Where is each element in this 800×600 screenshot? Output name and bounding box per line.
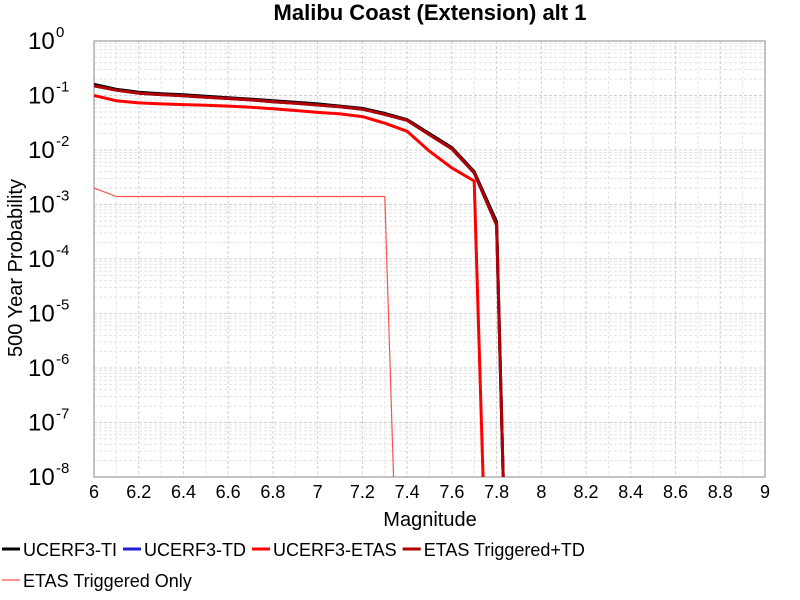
- chart-title: Malibu Coast (Extension) alt 1: [274, 0, 587, 25]
- y-tick-label: 10 -8: [28, 460, 69, 491]
- x-tick-label: 7.8: [484, 482, 509, 502]
- x-tick-label: 7: [313, 482, 323, 502]
- x-tick-label: 7.2: [350, 482, 375, 502]
- y-tick-base: 10: [28, 355, 55, 382]
- y-tick-exponent: -3: [56, 188, 69, 205]
- y-tick-label: 10 -3: [28, 188, 69, 219]
- y-tick-base: 10: [28, 137, 55, 164]
- x-tick-label: 6.4: [171, 482, 196, 502]
- legend-item: ETAS Triggered Only: [2, 571, 192, 591]
- legend-label: ETAS Triggered Only: [23, 571, 192, 591]
- y-tick-base: 10: [28, 83, 55, 110]
- y-tick-exponent: -4: [56, 242, 69, 259]
- series-line-etas-triggered-td: [94, 84, 505, 477]
- series-line-ucerf3-etas: [94, 94, 485, 477]
- legend: UCERF3-TI UCERF3-TD UCERF3-ETAS ETAS Trigge…: [2, 540, 585, 591]
- x-tick-label: 8.2: [574, 482, 599, 502]
- y-tick-base: 10: [28, 246, 55, 273]
- y-tick-label: 10 -4: [28, 242, 69, 273]
- y-axis-label: 500 Year Probability: [5, 179, 27, 357]
- x-tick-label: 7.6: [439, 482, 464, 502]
- legend-item: ETAS Triggered+TD: [402, 540, 585, 560]
- x-tick-label: 6: [89, 482, 99, 502]
- x-axis-label: Magnitude: [383, 509, 476, 531]
- y-tick-base: 10: [28, 28, 55, 55]
- x-tick-label: 6.6: [216, 482, 241, 502]
- y-tick-label: 10 -5: [28, 297, 69, 328]
- y-tick-label: 10 -6: [28, 351, 69, 382]
- y-tick-exponent: -2: [56, 133, 69, 150]
- y-tick-base: 10: [28, 192, 55, 219]
- x-tick-label: 8.8: [708, 482, 733, 502]
- series-layer: [94, 82, 505, 477]
- legend-label: UCERF3-TD: [144, 540, 246, 560]
- y-tick-exponent: -7: [56, 406, 69, 423]
- legend-label: UCERF3-ETAS: [273, 540, 397, 560]
- y-tick-exponent: 0: [56, 24, 64, 41]
- y-tick-label: 10 -7: [28, 406, 69, 437]
- y-tick-exponent: -8: [56, 460, 69, 477]
- legend-item: UCERF3-ETAS: [252, 540, 397, 560]
- legend-label: UCERF3-TI: [23, 540, 117, 560]
- y-tick-base: 10: [28, 410, 55, 437]
- x-tick-label: 8.4: [618, 482, 643, 502]
- x-tick-label: 8: [536, 482, 546, 502]
- y-tick-exponent: -5: [56, 297, 69, 314]
- y-tick-base: 10: [28, 464, 55, 491]
- x-tick-labels: 6 6.2 6.4 6.6 6.8 7 7.2 7.4 7.6 7.8 8 8.2 8.4 8.6 8.8 9: [89, 482, 770, 502]
- y-tick-base: 10: [28, 301, 55, 328]
- legend-label: ETAS Triggered+TD: [424, 540, 585, 560]
- legend-item: UCERF3-TI: [2, 540, 117, 560]
- x-tick-label: 6.8: [260, 482, 285, 502]
- y-tick-label: 10 -2: [28, 133, 69, 164]
- y-tick-label: 10 0: [28, 24, 64, 55]
- series-line-etas-triggered-only: [94, 187, 395, 477]
- x-tick-label: 7.4: [395, 482, 420, 502]
- y-tick-label: 10 -1: [28, 79, 69, 110]
- x-tick-label: 9: [760, 482, 770, 502]
- x-tick-label: 8.6: [663, 482, 688, 502]
- grid: [93, 41, 766, 478]
- plot-frame: [93, 40, 766, 478]
- legend-item: UCERF3-TD: [123, 540, 246, 560]
- x-tick-label: 6.2: [126, 482, 151, 502]
- y-tick-exponent: -6: [56, 351, 69, 368]
- y-tick-exponent: -1: [56, 79, 69, 96]
